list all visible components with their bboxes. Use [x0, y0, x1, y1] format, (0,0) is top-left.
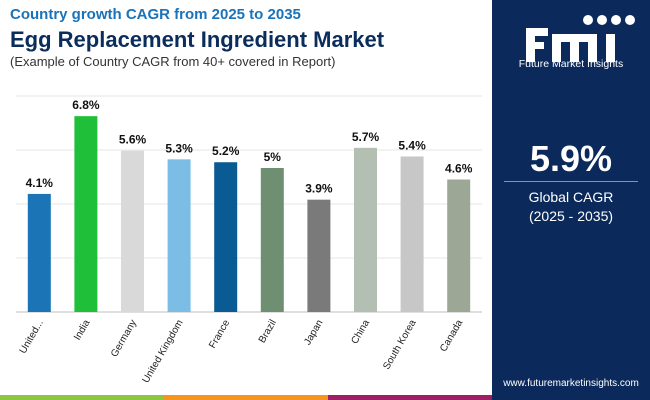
- bar-value-label: 5.3%: [165, 141, 193, 155]
- x-tick-label: China: [350, 318, 373, 347]
- x-tick-label: United Kingdom: [141, 318, 186, 385]
- x-tick-label: Germany: [109, 318, 139, 359]
- bar-china: [354, 147, 377, 312]
- website-link[interactable]: www.futuremarketinsights.com: [503, 378, 639, 389]
- bar-value-label: 4.6%: [445, 162, 473, 176]
- bar-value-label: 3.9%: [305, 182, 333, 196]
- bar-france: [214, 162, 238, 312]
- brand-name: Future Market Insights: [518, 58, 624, 70]
- x-tick-label: France: [207, 318, 232, 351]
- global-cagr-label-line1: Global CAGR: [528, 189, 614, 205]
- bar-canada: [447, 179, 471, 312]
- sidebar: Future Market Insights 5.9% Global CAGR …: [492, 0, 650, 400]
- bar-japan: [307, 199, 331, 312]
- x-tick-label: Brazil: [257, 318, 279, 345]
- x-tick-label: United...: [18, 318, 46, 356]
- bar-value-label: 5.6%: [119, 133, 147, 147]
- x-tick-label: Japan: [302, 318, 325, 347]
- global-cagr-value: 5.9%: [529, 138, 613, 179]
- chart-title: Egg Replacement Ingredient Market: [10, 27, 385, 52]
- bar-value-label: 5.7%: [352, 130, 380, 144]
- bar-south-korea: [400, 156, 424, 312]
- bar-germany: [121, 150, 144, 312]
- bar-united: [27, 193, 51, 312]
- x-tick-label: Canada: [438, 318, 465, 354]
- footer-segment-green: [0, 395, 164, 400]
- bar-brazil: [260, 168, 284, 312]
- bar-value-label: 5%: [264, 150, 282, 164]
- bar-united-kingdom: [167, 159, 191, 312]
- bar-value-label: 5.2%: [212, 144, 240, 158]
- chart-subtitle: Country growth CAGR from 2025 to 2035: [10, 6, 301, 23]
- bar-india: [74, 116, 98, 312]
- bar-chart-svg: 4.1% United... 6.8% India 5.6% Germany 5.3% Uni…: [16, 95, 482, 385]
- fmi-logo-icon: [526, 15, 635, 62]
- bar-value-label: 5.4%: [398, 138, 426, 152]
- global-cagr-label-line2: (2025 - 2035): [528, 208, 614, 224]
- bar-value-label: 6.8%: [72, 98, 100, 112]
- chart-note: (Example of Country CAGR from 40+ covere…: [10, 54, 336, 69]
- bar-chart: 4.1% United... 6.8% India 5.6% Germany 5.3% Uni…: [0, 90, 487, 390]
- footer-segment-orange: [164, 395, 328, 400]
- bar-value-label: 4.1%: [26, 176, 54, 190]
- header: Country growth CAGR from 2025 to 2035 Eg…: [10, 6, 384, 70]
- x-tick-label: South Korea: [381, 318, 419, 372]
- x-tick-label: India: [72, 318, 93, 343]
- divider: [504, 181, 638, 182]
- footer-segment-purple: [328, 395, 492, 400]
- global-cagr-label: Global CAGR (2025 - 2035): [492, 188, 650, 226]
- footer-color-bar: [0, 395, 492, 400]
